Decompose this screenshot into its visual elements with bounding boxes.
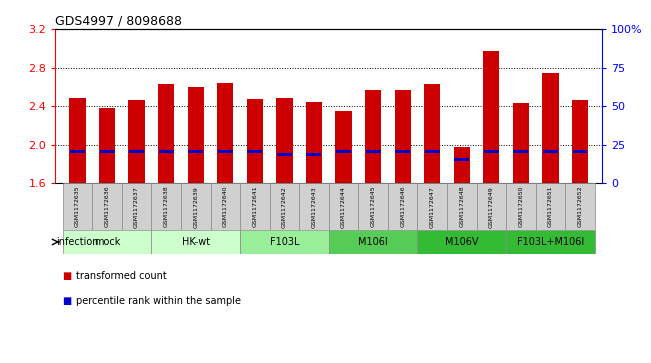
Bar <box>122 183 152 230</box>
Bar <box>366 150 381 153</box>
Bar <box>454 158 469 161</box>
Bar <box>276 98 292 183</box>
Bar <box>210 183 240 230</box>
Bar <box>365 90 381 183</box>
Bar <box>506 230 595 254</box>
Bar <box>152 183 181 230</box>
Bar <box>307 153 322 156</box>
Bar <box>240 183 270 230</box>
Bar <box>218 150 233 153</box>
Bar <box>335 111 352 183</box>
Bar <box>129 150 144 153</box>
Bar <box>188 150 203 153</box>
Text: GSM1172641: GSM1172641 <box>253 186 257 228</box>
Bar <box>483 51 499 183</box>
Bar <box>277 153 292 156</box>
Text: percentile rank within the sample: percentile rank within the sample <box>76 296 241 306</box>
Bar <box>159 150 174 153</box>
Bar <box>70 150 85 153</box>
Bar <box>217 83 234 183</box>
Text: infection: infection <box>56 237 98 247</box>
Text: GSM1172642: GSM1172642 <box>282 186 287 228</box>
Text: mock: mock <box>94 237 120 247</box>
Bar <box>247 98 263 183</box>
Text: GSM1172639: GSM1172639 <box>193 186 199 228</box>
Text: GSM1172638: GSM1172638 <box>163 186 169 228</box>
Bar <box>454 147 470 183</box>
Text: ■: ■ <box>62 271 71 281</box>
Bar <box>358 183 388 230</box>
Bar <box>152 230 240 254</box>
Text: GSM1172637: GSM1172637 <box>134 186 139 228</box>
Bar <box>181 183 210 230</box>
Text: GSM1172652: GSM1172652 <box>577 186 583 228</box>
Bar <box>187 87 204 183</box>
Bar <box>62 183 92 230</box>
Bar <box>447 183 477 230</box>
Bar <box>477 183 506 230</box>
Bar <box>100 150 115 153</box>
Text: M106I: M106I <box>358 237 388 247</box>
Bar <box>565 183 595 230</box>
Bar <box>506 183 536 230</box>
Text: GSM1172640: GSM1172640 <box>223 186 228 228</box>
Bar <box>395 90 411 183</box>
Text: GSM1172644: GSM1172644 <box>341 186 346 228</box>
Text: GSM1172647: GSM1172647 <box>430 186 435 228</box>
Bar <box>240 230 329 254</box>
Bar <box>513 103 529 183</box>
Bar <box>514 150 529 153</box>
Bar <box>299 183 329 230</box>
Bar <box>270 183 299 230</box>
Text: F103L+M106I: F103L+M106I <box>517 237 584 247</box>
Text: transformed count: transformed count <box>76 271 167 281</box>
Bar <box>484 150 499 153</box>
Bar <box>424 150 439 153</box>
Text: GSM1172650: GSM1172650 <box>518 186 523 227</box>
Bar <box>92 183 122 230</box>
Bar <box>572 101 588 183</box>
Bar <box>99 108 115 183</box>
Text: GSM1172651: GSM1172651 <box>548 186 553 227</box>
Bar <box>336 150 351 153</box>
Text: F103L: F103L <box>270 237 299 247</box>
Bar <box>395 150 410 153</box>
Bar <box>536 183 565 230</box>
Text: HK-wt: HK-wt <box>182 237 210 247</box>
Bar <box>62 230 152 254</box>
Bar <box>247 150 262 153</box>
Bar <box>70 98 86 183</box>
Bar <box>417 183 447 230</box>
Bar <box>543 150 558 153</box>
Bar <box>128 101 145 183</box>
Text: GSM1172636: GSM1172636 <box>105 186 109 228</box>
Text: GSM1172635: GSM1172635 <box>75 186 80 228</box>
Text: GSM1172649: GSM1172649 <box>489 186 494 228</box>
Bar <box>306 102 322 183</box>
Text: GSM1172645: GSM1172645 <box>370 186 376 228</box>
Bar <box>329 230 417 254</box>
Text: GSM1172648: GSM1172648 <box>459 186 464 228</box>
Bar <box>572 150 587 153</box>
Text: GSM1172643: GSM1172643 <box>311 186 316 228</box>
Bar <box>424 84 440 183</box>
Bar <box>329 183 358 230</box>
Text: GDS4997 / 8098688: GDS4997 / 8098688 <box>55 15 182 28</box>
Bar <box>417 230 506 254</box>
Bar <box>158 84 174 183</box>
Text: ■: ■ <box>62 296 71 306</box>
Text: M106V: M106V <box>445 237 478 247</box>
Text: GSM1172646: GSM1172646 <box>400 186 405 228</box>
Bar <box>388 183 417 230</box>
Bar <box>542 73 559 183</box>
